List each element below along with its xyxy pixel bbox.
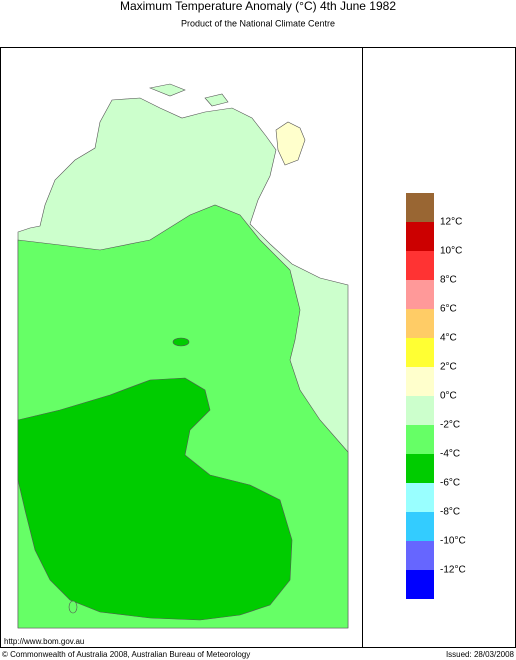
land-dark-green [17, 377, 293, 621]
legend-label: 2°C [440, 362, 457, 373]
legend-label: 6°C [440, 304, 457, 315]
legend-label: -10°C [440, 536, 466, 547]
legend-label: 8°C [440, 275, 457, 286]
legend-swatch [406, 309, 434, 338]
legend-swatch [406, 251, 434, 280]
dark-green-patch [172, 337, 190, 347]
legend-label: -4°C [440, 449, 460, 460]
legend-label: 0°C [440, 391, 457, 402]
legend-label: -8°C [440, 507, 460, 518]
legend-swatch [406, 425, 434, 454]
legend: 12°C 10°C 8°C 6°C 4°C 2°C 0°C -2°C -4°C -6°C -8°C -… [406, 193, 466, 599]
legend-swatch [406, 280, 434, 309]
legend-swatch [406, 222, 434, 251]
legend-label: -2°C [440, 420, 460, 431]
island-yellow [275, 121, 306, 166]
legend-label: 4°C [440, 333, 457, 344]
island [204, 93, 229, 107]
footer-copyright: © Commonwealth of Australia 2008, Austra… [2, 650, 250, 659]
legend-label: -12°C [440, 565, 466, 576]
legend-label: 12°C [440, 217, 462, 228]
footer-url: http://www.bom.gov.au [4, 637, 84, 646]
subtitle: Product of the National Climate Centre [181, 18, 335, 28]
legend-swatch [406, 541, 434, 570]
green-patch [68, 600, 78, 614]
legend-swatch [406, 454, 434, 483]
footer-issued: Issued: 28/03/2008 [446, 650, 515, 659]
island [148, 83, 186, 97]
legend-swatch [406, 570, 434, 599]
legend-swatch [406, 396, 434, 425]
legend-swatch [406, 512, 434, 541]
legend-swatch [406, 483, 434, 512]
legend-swatch [406, 367, 434, 396]
legend-label: -6°C [440, 478, 460, 489]
legend-swatch [406, 338, 434, 367]
legend-swatch [406, 193, 434, 222]
legend-label: 10°C [440, 246, 462, 257]
map [17, 83, 349, 629]
title: Maximum Temperature Anomaly (°C) 4th Jun… [120, 0, 396, 13]
